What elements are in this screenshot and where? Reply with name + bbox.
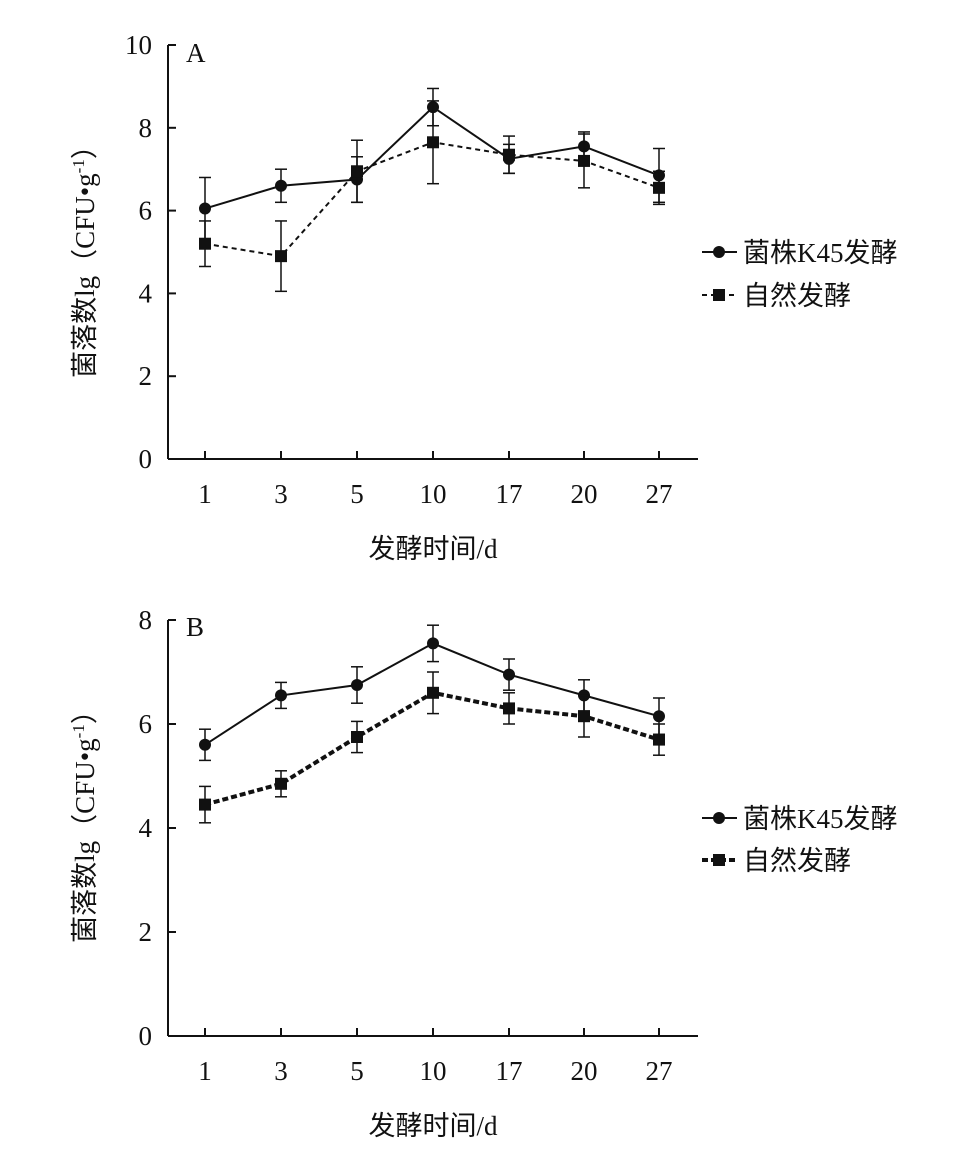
y-axis-title: 菌落数lg（CFU•g-1） bbox=[69, 697, 100, 943]
y-tick-label: 0 bbox=[139, 444, 153, 474]
y-tick-label: 8 bbox=[139, 605, 153, 635]
x-tick-label: 20 bbox=[571, 479, 598, 509]
data-point bbox=[578, 154, 590, 167]
series-line bbox=[204, 105, 660, 210]
data-point bbox=[578, 710, 590, 723]
legend-label: 菌株K45发酵 bbox=[743, 804, 898, 834]
x-tick-label: 1 bbox=[198, 1056, 212, 1086]
legend-marker bbox=[713, 246, 725, 258]
data-point bbox=[503, 668, 515, 681]
data-point bbox=[351, 679, 363, 691]
panel-label: B bbox=[186, 612, 204, 642]
x-tick-label: 10 bbox=[420, 479, 447, 509]
data-point bbox=[427, 136, 439, 149]
x-tick-label: 1 bbox=[198, 479, 212, 509]
x-tick-label: 17 bbox=[496, 479, 523, 509]
y-tick-label: 4 bbox=[139, 813, 153, 843]
x-tick-label: 5 bbox=[350, 1056, 364, 1086]
y-axis-title-unit: （CFU bbox=[70, 761, 100, 841]
panel-label: A bbox=[186, 38, 206, 68]
x-tick-label: 17 bbox=[496, 1056, 523, 1086]
data-point bbox=[199, 237, 211, 250]
data-point bbox=[653, 181, 665, 194]
y-axis-title-sup: -1 bbox=[69, 159, 88, 173]
series-natural bbox=[199, 100, 665, 293]
legend-marker bbox=[713, 854, 725, 866]
data-point bbox=[653, 733, 665, 746]
data-point bbox=[351, 165, 363, 178]
y-axis-title-close: ） bbox=[70, 132, 100, 159]
legend-label: 自然发酵 bbox=[743, 846, 851, 876]
x-axis-title: 发酵时间/d bbox=[368, 534, 498, 564]
x-tick-label: 3 bbox=[274, 479, 288, 509]
x-tick-label: 27 bbox=[646, 1056, 673, 1086]
series-natural bbox=[199, 671, 665, 824]
x-tick-label: 3 bbox=[274, 1056, 288, 1086]
panel-b: 0 2 4 6 8 1 3 5 10 17 20 27 B 发酵时间/d 菌落数lg（CFU•g-1） 菌株K… bbox=[69, 605, 898, 1141]
y-tick-label: 6 bbox=[139, 709, 153, 739]
series-line bbox=[204, 690, 660, 807]
legend-label: 菌株K45发酵 bbox=[743, 238, 898, 268]
x-tick-label: 27 bbox=[646, 479, 673, 509]
x-axis-title: 发酵时间/d bbox=[368, 1111, 498, 1141]
series-line bbox=[204, 141, 660, 258]
y-axis-title-main: 菌落数lg bbox=[70, 841, 100, 943]
data-point bbox=[199, 798, 211, 811]
data-point bbox=[351, 731, 363, 743]
y-axis-title-g: g bbox=[70, 738, 100, 752]
data-point bbox=[503, 148, 515, 161]
y-axis-title: 菌落数lg（CFU•g-1） bbox=[69, 132, 100, 378]
y-axis-title-unit: （CFU bbox=[70, 196, 100, 276]
x-tick-label: 10 bbox=[420, 1056, 447, 1086]
data-point bbox=[275, 179, 287, 192]
y-tick-label: 2 bbox=[139, 361, 153, 391]
y-tick-label: 8 bbox=[139, 113, 153, 143]
data-point bbox=[199, 738, 211, 751]
data-point bbox=[275, 777, 287, 790]
data-point bbox=[275, 250, 287, 263]
y-tick-label: 6 bbox=[139, 196, 153, 226]
y-axis-title-main: 菌落数lg bbox=[70, 276, 100, 378]
data-point bbox=[653, 710, 665, 723]
y-axis-title-close: ） bbox=[70, 697, 100, 724]
y-axis-title-dot: • bbox=[70, 187, 100, 196]
y-axis-title-dot: • bbox=[70, 752, 100, 761]
y-tick-label: 4 bbox=[139, 278, 153, 308]
y-axis-title-sup: -1 bbox=[69, 724, 88, 738]
data-point bbox=[275, 689, 287, 702]
x-tick-label: 5 bbox=[350, 479, 364, 509]
legend-marker bbox=[713, 289, 725, 301]
y-tick-label: 2 bbox=[139, 917, 153, 947]
data-point bbox=[503, 702, 515, 715]
y-tick-label: 10 bbox=[125, 30, 152, 60]
data-point bbox=[427, 686, 439, 699]
data-point bbox=[427, 637, 439, 650]
y-tick-label: 0 bbox=[139, 1021, 153, 1051]
legend-marker bbox=[713, 812, 725, 824]
legend-label: 自然发酵 bbox=[743, 281, 851, 311]
x-tick-label: 20 bbox=[571, 1056, 598, 1086]
data-point bbox=[199, 202, 211, 215]
y-axis-title-g: g bbox=[70, 173, 100, 187]
